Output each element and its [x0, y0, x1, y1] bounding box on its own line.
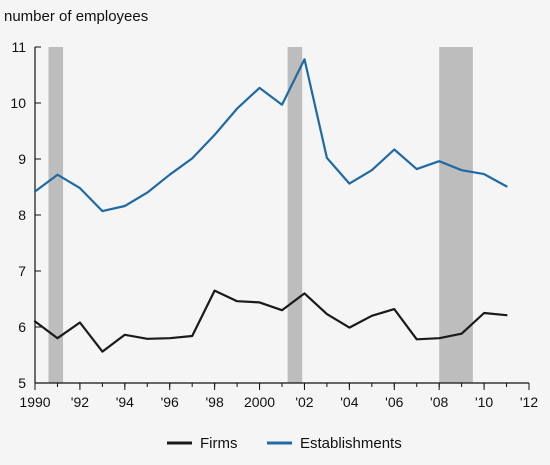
- y-tick-label-6: 6: [18, 319, 26, 335]
- x-tick-label-2010: '10: [475, 394, 493, 410]
- series-lines: [33, 58, 508, 353]
- legend-label-establishments: Establishments: [300, 435, 402, 452]
- x-tick-label-1992: '92: [71, 394, 89, 410]
- y-tick-label-9: 9: [18, 151, 26, 167]
- x-tick-label-1994: '94: [116, 394, 134, 410]
- x-tick-label-1990: 1990: [19, 394, 50, 410]
- x-tick-label-1998: '98: [206, 394, 224, 410]
- legend-label-firms: Firms: [200, 435, 238, 452]
- recession-band-2: [287, 47, 303, 383]
- y-tick-label-5: 5: [18, 375, 26, 391]
- y-tick-label-8: 8: [18, 207, 26, 223]
- y-axis-label: number of employees: [4, 8, 148, 25]
- x-tick-label-1996: '96: [161, 394, 179, 410]
- x-tick-label-2012: '12: [520, 394, 538, 410]
- recession-band-3: [439, 47, 473, 383]
- legend: Firms Establishments: [167, 435, 402, 452]
- x-tick-label-2004: '04: [340, 394, 358, 410]
- recession-band-1: [48, 47, 64, 383]
- x-tick-label-2008: '08: [430, 394, 448, 410]
- x-tick-label-2006: '06: [385, 394, 403, 410]
- y-tick-label-11: 11: [11, 39, 26, 55]
- series-line-establishments: [33, 58, 508, 213]
- y-tick-label-7: 7: [18, 263, 26, 279]
- x-tick-label-2002: '02: [295, 394, 313, 410]
- x-tick-label-2000: 2000: [244, 394, 275, 410]
- axes: 5 6 7 8 9 10 11 1990 '92 '94 '96 '98 2000 '02 '04 '06 '0…: [10, 39, 538, 410]
- y-tick-label-10: 10: [10, 95, 26, 111]
- recession-bands: [48, 47, 473, 383]
- series-line-firms: [33, 289, 508, 353]
